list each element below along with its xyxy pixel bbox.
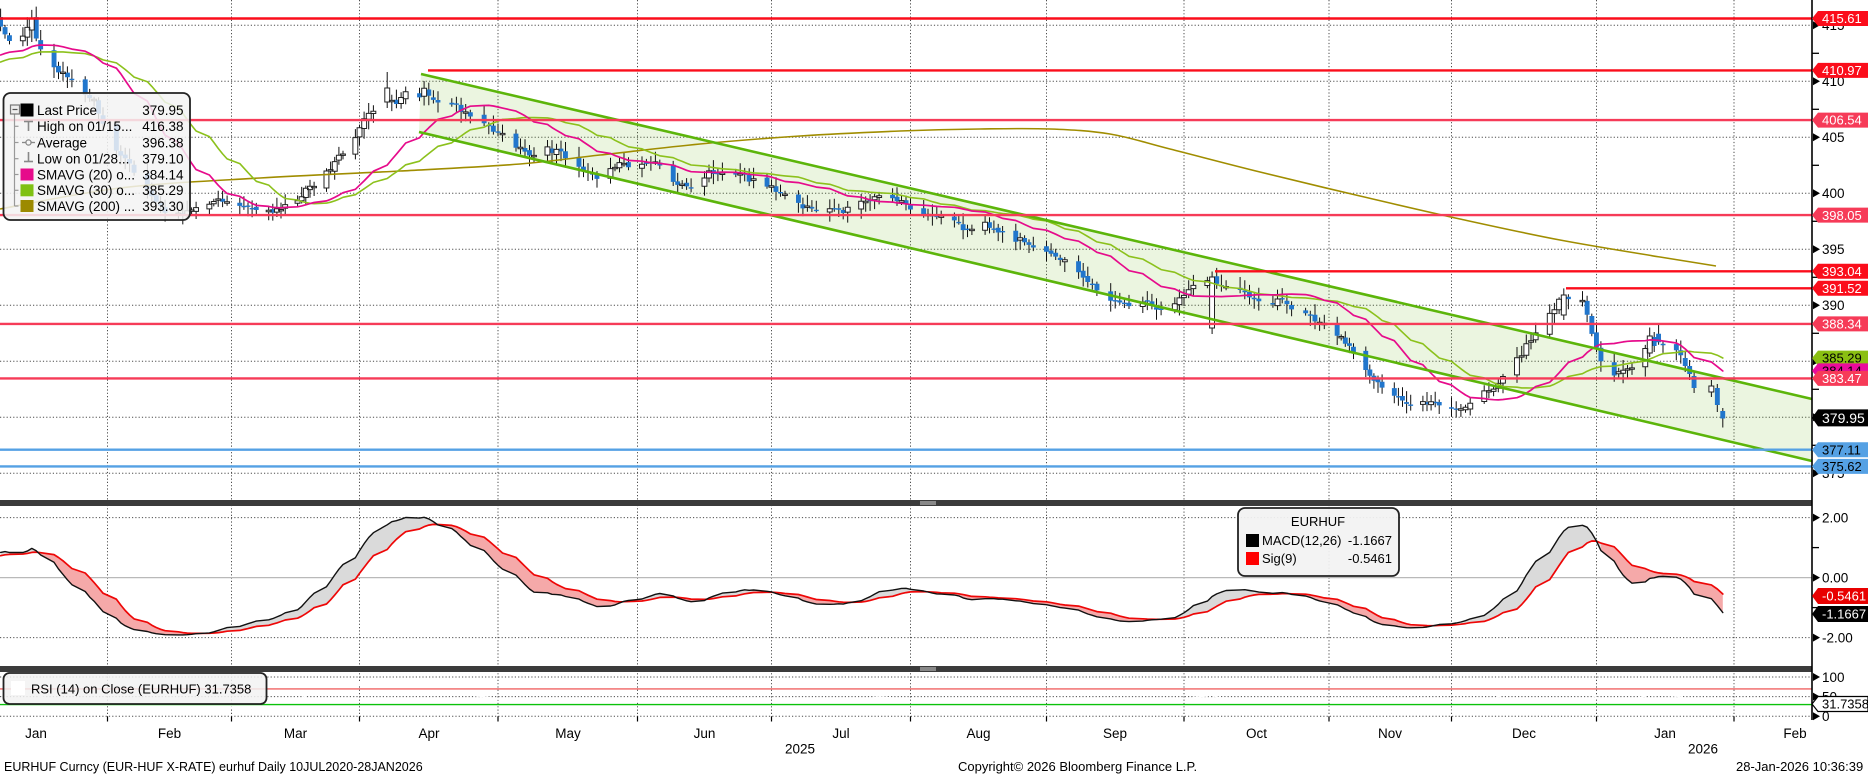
svg-text:-1.1667: -1.1667 [1822, 607, 1866, 622]
svg-text:Jun: Jun [694, 726, 716, 741]
svg-text:Nov: Nov [1378, 726, 1402, 741]
svg-text:Aug: Aug [966, 726, 990, 741]
svg-text:390: 390 [1822, 298, 1845, 313]
svg-text:385.29: 385.29 [142, 183, 183, 198]
svg-text:0: 0 [1822, 709, 1830, 724]
svg-text:MACD(12,26): MACD(12,26) [1262, 533, 1341, 548]
svg-text:Jul: Jul [832, 726, 849, 741]
svg-text:Apr: Apr [418, 726, 440, 741]
svg-text:-0.5461: -0.5461 [1348, 551, 1392, 566]
svg-text:SMAVG (20) o...: SMAVG (20) o... [37, 167, 135, 182]
svg-text:RSI (14) on Close (EURHUF) 31: RSI (14) on Close (EURHUF) 31.7358 [31, 682, 251, 697]
svg-text:416.38: 416.38 [142, 119, 183, 134]
svg-text:400: 400 [1822, 186, 1845, 201]
svg-text:2.00: 2.00 [1822, 510, 1848, 525]
svg-text:393.04: 393.04 [1822, 264, 1862, 279]
svg-text:0.00: 0.00 [1822, 570, 1848, 585]
svg-text:Low on 01/28...: Low on 01/28... [37, 152, 129, 167]
svg-text:396.38: 396.38 [142, 135, 183, 150]
svg-text:May: May [555, 726, 581, 741]
svg-text:393.30: 393.30 [142, 199, 183, 214]
svg-text:Sig(9): Sig(9) [1262, 551, 1297, 566]
svg-text:EURHUF Curncy (EUR-HUF X-RATE): EURHUF Curncy (EUR-HUF X-RATE) eurhuf Da… [4, 760, 423, 774]
svg-text:2025: 2025 [785, 742, 815, 757]
svg-text:31.7358: 31.7358 [1822, 697, 1868, 712]
svg-text:395: 395 [1822, 242, 1845, 257]
svg-text:Feb: Feb [158, 726, 181, 741]
svg-text:2026: 2026 [1688, 742, 1718, 757]
svg-text:Mar: Mar [284, 726, 308, 741]
svg-text:385.29: 385.29 [1822, 351, 1862, 366]
svg-text:Last Price: Last Price [37, 103, 97, 118]
svg-text:Sep: Sep [1103, 726, 1127, 741]
svg-text:410.97: 410.97 [1822, 63, 1862, 78]
svg-text:415.61: 415.61 [1822, 11, 1862, 26]
svg-text:-2.00: -2.00 [1822, 630, 1853, 645]
svg-text:28-Jan-2026 10:36:39: 28-Jan-2026 10:36:39 [1736, 759, 1863, 774]
svg-text:SMAVG (200) ...: SMAVG (200) ... [37, 199, 135, 214]
svg-text:Average: Average [37, 135, 87, 150]
svg-text:379.95: 379.95 [1822, 410, 1865, 426]
svg-text:391.52: 391.52 [1822, 281, 1862, 296]
svg-text:379.10: 379.10 [142, 152, 183, 167]
svg-text:384.14: 384.14 [142, 167, 184, 182]
svg-text:-0.5461: -0.5461 [1822, 589, 1866, 604]
svg-text:100: 100 [1822, 670, 1845, 685]
svg-text:Jan: Jan [1654, 726, 1676, 741]
svg-text:-1.1667: -1.1667 [1348, 533, 1392, 548]
svg-text:SMAVG (30) o...: SMAVG (30) o... [37, 183, 135, 198]
svg-text:EURHUF: EURHUF [1291, 514, 1345, 529]
svg-text:379.95: 379.95 [142, 103, 183, 118]
svg-text:Copyright© 2026 Bloomberg Fina: Copyright© 2026 Bloomberg Finance L.P. [958, 759, 1197, 774]
svg-text:383.47: 383.47 [1822, 371, 1862, 386]
svg-text:406.54: 406.54 [1822, 113, 1862, 128]
svg-text:Dec: Dec [1512, 726, 1536, 741]
svg-text:405: 405 [1822, 130, 1845, 145]
svg-text:377.11: 377.11 [1822, 442, 1861, 457]
svg-text:Jan: Jan [25, 726, 47, 741]
svg-text:398.05: 398.05 [1822, 208, 1862, 223]
svg-text:375.62: 375.62 [1822, 459, 1862, 474]
svg-text:High on 01/15...: High on 01/15... [37, 119, 132, 134]
svg-text:Oct: Oct [1246, 726, 1267, 741]
svg-text:Feb: Feb [1783, 726, 1806, 741]
svg-text:388.34: 388.34 [1822, 317, 1862, 332]
